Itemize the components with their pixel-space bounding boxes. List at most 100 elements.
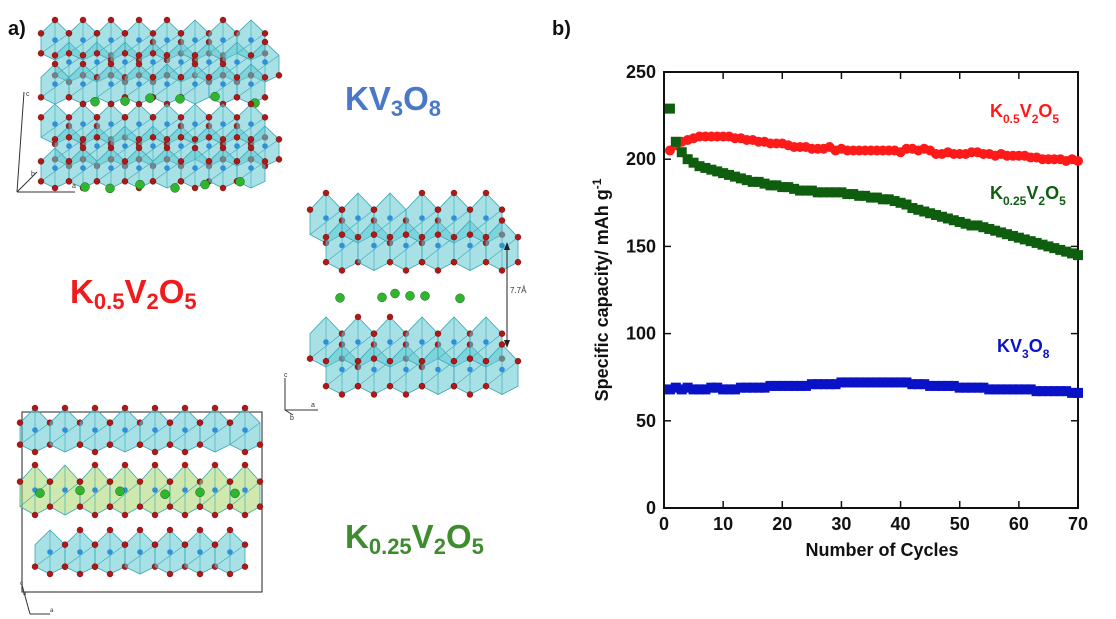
- oxygen-atom: [219, 144, 227, 152]
- polyhedron-edge: [40, 117, 70, 138]
- vanadium-atom: [435, 366, 441, 373]
- oxygen-atom: [191, 52, 199, 59]
- potassium-atom: [235, 176, 245, 187]
- oxygen-atom: [135, 16, 143, 24]
- oxygen-atom: [205, 158, 213, 165]
- vanadium-atom: [499, 242, 505, 249]
- data-point: [954, 382, 965, 393]
- oxygen-atom: [163, 144, 171, 152]
- data-point: [877, 194, 888, 205]
- oxygen-atom: [76, 526, 84, 534]
- data-point: [1055, 244, 1066, 255]
- vanadium-atom: [197, 549, 203, 555]
- oxygen-atom: [79, 16, 87, 24]
- data-point: [836, 377, 847, 388]
- oxygen-atom: [163, 136, 171, 143]
- data-point: [1049, 243, 1060, 254]
- vanadium-atom: [122, 143, 128, 149]
- data-point: [795, 185, 806, 196]
- data-point: [777, 380, 788, 391]
- polyhedron-edge: [421, 360, 455, 387]
- potassium-atom: [90, 96, 100, 107]
- oxygen-atom: [65, 114, 73, 121]
- oxygen-atom: [418, 382, 426, 390]
- data-point: [966, 220, 977, 231]
- data-point: [741, 382, 752, 393]
- potassium-atom: [170, 183, 180, 193]
- spacing-label: 7.7Å: [510, 286, 527, 295]
- vanadium-atom: [167, 549, 173, 555]
- oxygen-atom: [322, 357, 330, 365]
- polyhedron-edge: [180, 77, 210, 98]
- oxygen-atom: [386, 313, 394, 321]
- vanadium-atom: [355, 339, 361, 345]
- oxygen-atom: [177, 178, 185, 185]
- axis-b-label-bottom: b: [23, 591, 27, 597]
- potassium-atom: [420, 291, 430, 301]
- data-point: [842, 189, 853, 200]
- oxygen-atom: [65, 158, 73, 165]
- data-point: [1049, 386, 1060, 397]
- polyhedron-edge: [421, 236, 455, 263]
- data-point: [830, 379, 841, 390]
- oxygen-atom: [226, 526, 234, 534]
- data-point: [960, 382, 971, 393]
- data-point: [682, 154, 693, 165]
- polyhedron-edge: [199, 422, 231, 445]
- polyhedron-edge: [453, 360, 487, 387]
- oxygen-atom: [51, 52, 59, 59]
- oxygen-atom: [191, 60, 199, 68]
- vanadium-atom: [387, 339, 393, 345]
- data-point: [789, 380, 800, 391]
- oxygen-atom: [65, 30, 73, 37]
- polyhedron-edge: [180, 33, 210, 54]
- x-tick-label: 0: [659, 514, 669, 534]
- kv3o8-structure-label: KV3O8: [345, 80, 442, 121]
- potassium-atom: [75, 485, 85, 496]
- polyhedron-edge: [49, 481, 81, 507]
- oxygen-atom: [91, 563, 99, 570]
- oxygen-atom: [166, 441, 174, 448]
- oxygen-atom: [226, 570, 234, 578]
- polyhedron-edge: [469, 333, 503, 359]
- oxygen-atom: [151, 448, 159, 456]
- oxygen-atom: [306, 355, 314, 362]
- data-point: [936, 380, 947, 391]
- data-point: [729, 171, 740, 182]
- polyhedron-edge: [309, 333, 343, 359]
- axis-c-label-mid: c: [284, 372, 288, 379]
- oxygen-atom: [241, 511, 249, 519]
- vanadium-atom: [92, 427, 98, 433]
- axes-triad-bottom: [21, 584, 50, 615]
- vanadium-atom: [152, 487, 158, 493]
- oxygen-atom: [106, 570, 114, 578]
- oxygen-atom: [121, 461, 129, 469]
- oxygen-atom: [370, 206, 378, 213]
- data-point: [759, 382, 770, 393]
- potassium-atom: [145, 93, 155, 103]
- data-point: [842, 377, 853, 388]
- axis-a-label-top: a: [72, 183, 76, 190]
- vanadium-atom: [136, 81, 142, 87]
- potassium-atom: [135, 179, 145, 190]
- data-point: [712, 382, 723, 393]
- oxygen-atom: [466, 355, 474, 362]
- oxygen-atom: [211, 511, 219, 519]
- vanadium-atom: [108, 121, 114, 127]
- data-point: [907, 203, 918, 214]
- polyhedron-edge: [357, 360, 391, 387]
- oxygen-atom: [450, 189, 458, 197]
- oxygen-atom: [386, 357, 394, 365]
- vanadium-atom: [47, 549, 53, 555]
- series-layer: [664, 103, 1083, 398]
- oxygen-atom: [79, 144, 87, 152]
- oxygen-atom: [91, 461, 99, 469]
- k025v2o5-crystal-structure: [16, 404, 264, 593]
- vanadium-atom: [94, 59, 100, 65]
- panel-a-label: a): [8, 18, 26, 40]
- data-point: [783, 182, 794, 193]
- vanadium-atom: [339, 242, 345, 249]
- data-point: [996, 384, 1007, 395]
- potassium-atom: [210, 91, 220, 102]
- polyhedron-edge: [229, 422, 261, 445]
